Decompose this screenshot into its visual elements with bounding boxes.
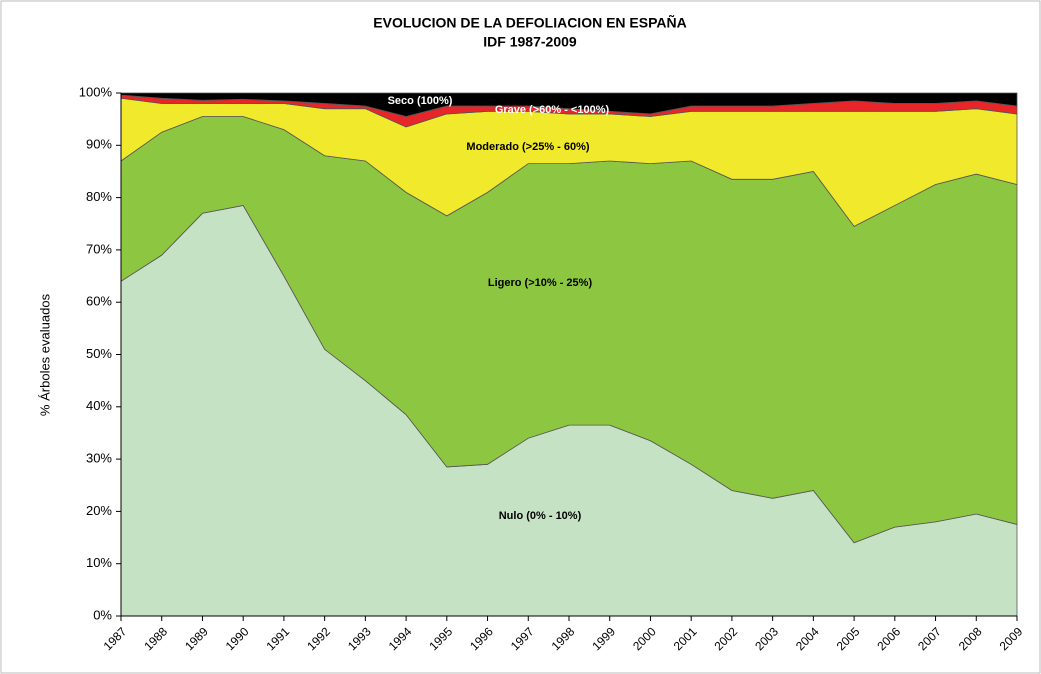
y-tick-label: 40% [86,398,112,413]
y-tick-label: 80% [86,189,112,204]
series-label: Nulo (0% - 10%) [499,510,582,522]
area [120,92,1018,117]
series-label: Seco (100%) [388,95,453,107]
y-tick-label: 70% [86,241,112,256]
y-tick-label: 10% [86,555,112,570]
y-tick-label: 20% [86,503,112,518]
y-tick-label: 60% [86,294,112,309]
chart-title: EVOLUCION DE LA DEFOLIACION EN ESPAÑA [373,14,686,31]
y-tick-label: 50% [86,346,112,361]
series-label: Ligero (>10% - 25%) [488,277,593,289]
y-tick-label: 100% [79,84,113,99]
y-tick-label: 90% [86,137,112,152]
chart-subtitle: IDF 1987-2009 [483,34,577,50]
y-tick-label: 30% [86,451,112,466]
series-label: Grave (>60% - <100%) [495,104,610,116]
series-label: Moderado (>25% - 60%) [466,141,590,153]
y-tick-label: 0% [93,607,112,622]
y-axis-label: % Árboles evaluados [37,293,52,416]
